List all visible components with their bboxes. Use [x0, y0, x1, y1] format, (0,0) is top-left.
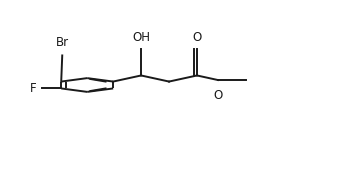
Text: OH: OH: [132, 31, 150, 44]
Text: Br: Br: [56, 36, 69, 49]
Text: O: O: [213, 89, 223, 102]
Text: F: F: [30, 82, 37, 95]
Text: O: O: [192, 31, 202, 44]
